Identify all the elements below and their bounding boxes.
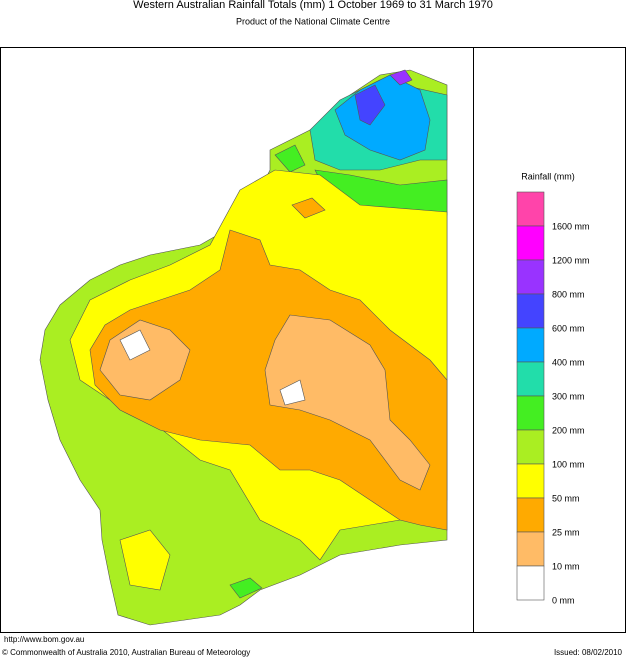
legend-swatch [516,463,545,499]
legend-label: 600 mm [552,323,585,333]
legend-title: Rainfall (mm) [521,171,575,181]
region [291,197,326,219]
map-subtitle: Product of the National Climate Centre [236,16,390,26]
map-title: Western Australian Rainfall Totals (mm) … [133,0,493,11]
legend-label: 1600 mm [552,221,590,231]
region [119,529,171,591]
legend-label: 800 mm [552,289,585,299]
legend-swatch [516,497,545,533]
region [229,577,263,599]
legend-label: 10 mm [552,561,580,571]
legend-label: 25 mm [552,527,580,537]
legend-swatch [516,327,545,363]
legend-label: 100 mm [552,459,585,469]
legend-swatch [516,531,545,567]
region [389,69,413,86]
legend-swatch [516,361,545,397]
legend-label: 50 mm [552,493,580,503]
rainfall-regions [39,69,448,626]
region [279,379,306,406]
legend-label: 1200 mm [552,255,590,265]
legend: 1600 mm 1200 mm 800 mm 600 mm 400 mm 300 mm 20… [516,191,590,605]
issued: Issued: 08/02/2010 [554,648,623,657]
region [354,84,386,126]
region [274,144,306,173]
legend-label: 300 mm [552,391,585,401]
legend-label: 200 mm [552,425,585,435]
legend-swatch [516,293,545,329]
legend-swatch [516,395,545,431]
legend-swatch [516,259,545,295]
legend-label: 400 mm [552,357,585,367]
url: http://www.bom.gov.au [4,635,84,644]
region [264,314,431,491]
copyright: © Commonwealth of Australia 2010, Austra… [2,648,250,657]
legend-swatch [516,225,545,261]
region [119,329,151,361]
legend-swatch [516,565,545,601]
legend-label: 0 mm [552,595,575,605]
legend-swatch [516,429,545,465]
legend-swatch [516,191,545,227]
